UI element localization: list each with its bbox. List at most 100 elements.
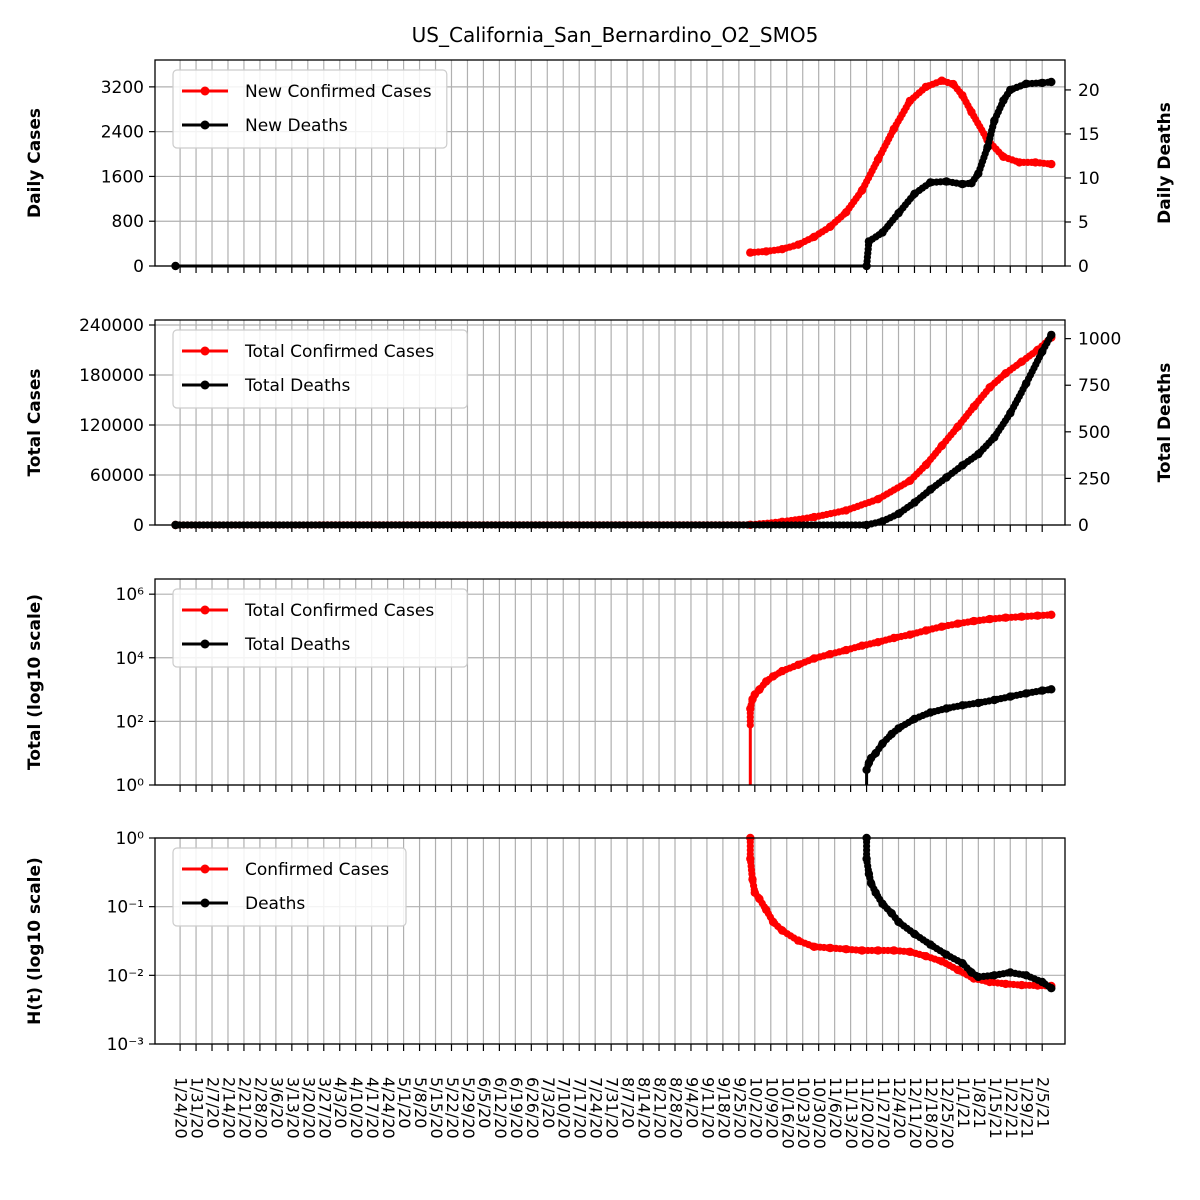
y-right-tick-label: 10 <box>1078 169 1100 189</box>
data-point <box>921 952 931 961</box>
x-tick-label: 9/4/20 <box>682 1077 701 1129</box>
data-point <box>809 942 819 951</box>
x-tick-label: 1/31/20 <box>188 1077 207 1139</box>
data-point <box>825 650 835 659</box>
data-point <box>958 91 967 100</box>
data-point <box>871 749 880 758</box>
x-tick-label: 2/28/20 <box>251 1077 270 1139</box>
data-point <box>1038 977 1047 987</box>
data-point <box>878 228 887 237</box>
data-point <box>794 936 803 945</box>
x-tick-label: 10/9/20 <box>762 1077 781 1139</box>
data-point <box>969 616 978 626</box>
series-markers <box>746 610 1056 729</box>
x-tick-label: 9/18/20 <box>714 1077 733 1139</box>
data-point <box>866 879 876 888</box>
x-tick-label: 11/27/20 <box>874 1077 893 1149</box>
legend: Confirmed Cases Deaths <box>172 847 407 927</box>
data-point <box>841 208 851 217</box>
series-line-cases <box>750 79 1052 255</box>
y-right-tick-label: 750 <box>1078 376 1110 396</box>
legend: Total Confirmed Cases Total Deaths <box>172 329 468 409</box>
x-tick-label: 8/7/20 <box>619 1077 638 1129</box>
data-point <box>926 708 935 717</box>
data-point <box>974 972 983 982</box>
x-tick-label: 4/10/20 <box>347 1077 366 1139</box>
data-point <box>762 677 771 686</box>
x-tick-label: 2/5/21 <box>1034 1077 1053 1129</box>
chart-title: US_California_San_Bernardino_O2_SMO5 <box>412 23 819 47</box>
data-point <box>768 917 778 927</box>
data-point <box>1001 369 1010 378</box>
legend-marker <box>200 380 210 390</box>
data-point <box>910 714 919 724</box>
legend-box <box>172 69 448 149</box>
x-tick-label: 8/28/20 <box>667 1077 686 1139</box>
data-point <box>974 450 983 459</box>
data-point <box>1006 968 1015 977</box>
data-point <box>905 476 915 485</box>
x-tick-label: 2/14/20 <box>219 1077 238 1139</box>
x-tick-label: 3/6/20 <box>267 1077 286 1129</box>
series-markers <box>862 833 1056 993</box>
data-point <box>983 143 992 152</box>
series-markers <box>746 76 1056 257</box>
data-point <box>942 177 951 186</box>
y-tick-label: 10⁰ <box>116 776 145 796</box>
data-point <box>894 509 903 518</box>
legend: Total Confirmed Cases Total Deaths <box>172 588 468 668</box>
y-axis-right-label: Daily Deaths <box>1155 102 1175 224</box>
data-point <box>768 672 778 681</box>
data-point <box>746 248 755 257</box>
data-point <box>889 633 899 643</box>
data-point <box>926 485 935 494</box>
y-axis-right-label: Total Deaths <box>1155 363 1175 483</box>
data-point <box>873 946 883 955</box>
y-tick-label: 800 <box>112 212 144 232</box>
series-line-cases <box>748 838 1052 988</box>
x-axis-ticks: 1/24/201/31/202/7/202/14/202/21/202/28/2… <box>172 266 1053 1149</box>
data-point <box>1006 85 1015 95</box>
data-point <box>910 498 919 507</box>
data-point <box>862 765 871 774</box>
data-point <box>746 854 755 863</box>
y-right-tick-label: 5 <box>1078 213 1089 233</box>
data-point <box>778 926 787 935</box>
data-point <box>1038 347 1047 356</box>
data-point <box>864 237 874 246</box>
x-tick-label: 12/4/20 <box>890 1077 909 1139</box>
data-point <box>794 240 803 249</box>
x-tick-label: 4/3/20 <box>331 1077 350 1129</box>
legend-marker <box>200 864 210 874</box>
data-point <box>1017 612 1026 621</box>
data-point <box>857 641 867 650</box>
legend-entry: Total Confirmed Cases <box>244 342 434 362</box>
y-right-tick-label: 0 <box>1078 516 1089 536</box>
series-markers <box>746 833 1056 991</box>
y-tick-label: 10⁰ <box>116 829 145 849</box>
data-point <box>1017 980 1026 990</box>
data-point <box>949 79 958 89</box>
data-point <box>778 245 787 254</box>
data-point <box>953 965 962 975</box>
series-markers <box>171 77 1056 271</box>
legend-entry: Total Deaths <box>244 635 351 655</box>
x-tick-label: 8/21/20 <box>651 1077 670 1139</box>
panels: 0 800 1600 2400 3200 0 5 10 15 20 Daily Cases Daily… <box>25 59 1175 1055</box>
y-right-tick-label: 20 <box>1078 81 1100 101</box>
legend: New Confirmed Cases New Deaths <box>172 69 448 149</box>
data-point <box>878 899 887 908</box>
y-tick-label: 3200 <box>101 78 144 98</box>
data-point <box>857 186 867 195</box>
y-tick-label: 1600 <box>101 167 144 187</box>
data-point <box>974 698 983 708</box>
data-point <box>921 460 931 470</box>
x-tick-label: 7/24/20 <box>587 1077 606 1139</box>
x-tick-label: 6/26/20 <box>523 1077 542 1139</box>
data-point <box>825 222 835 231</box>
data-point <box>937 957 946 966</box>
x-tick-label: 6/12/20 <box>491 1077 510 1139</box>
data-point <box>937 441 946 450</box>
data-point <box>873 155 883 164</box>
